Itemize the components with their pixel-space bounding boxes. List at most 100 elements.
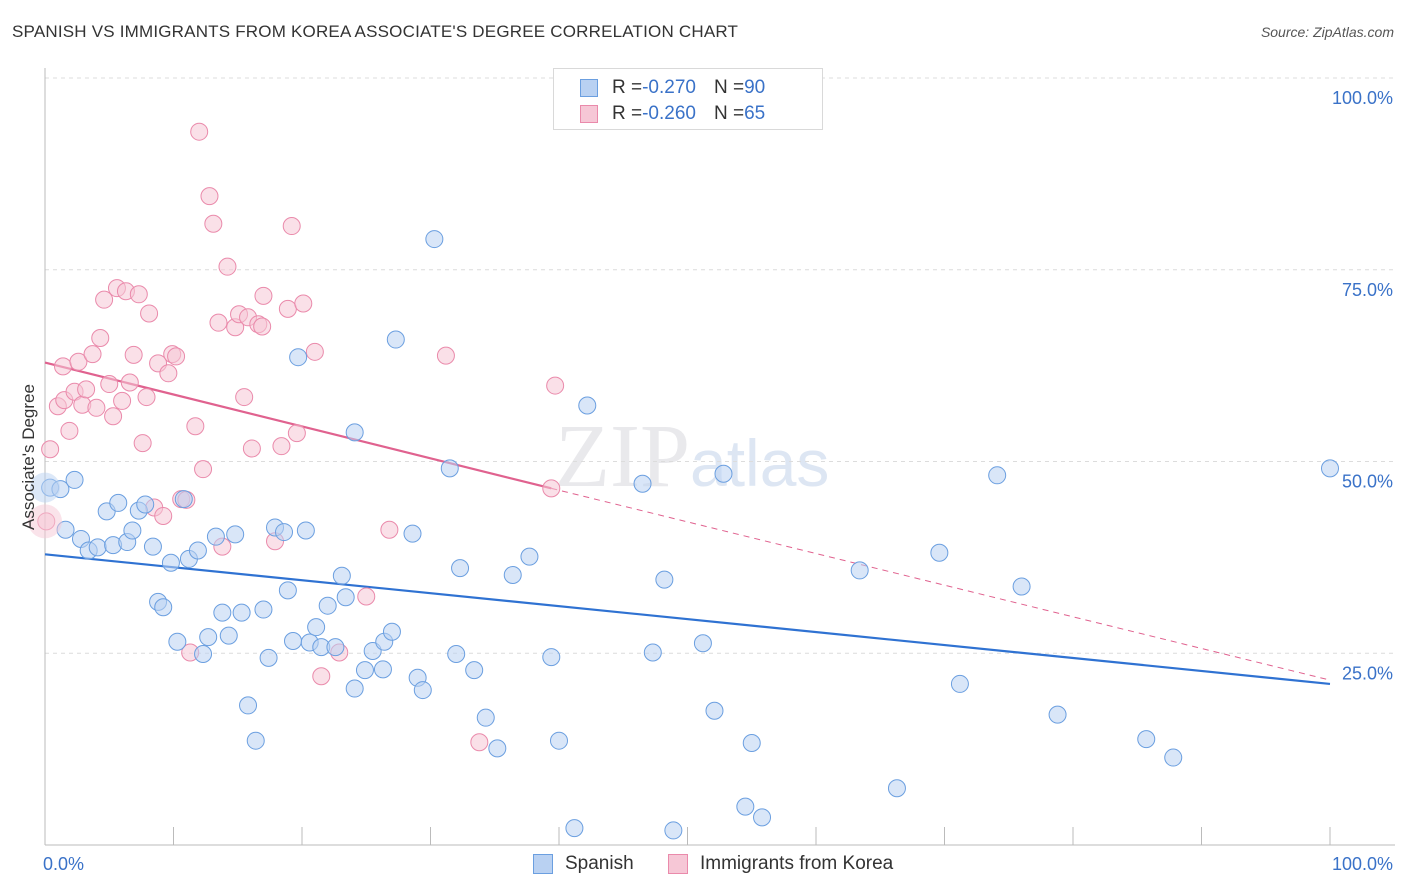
spanish-point: [318, 596, 337, 615]
korea-point: [312, 667, 331, 686]
spanish-point: [307, 618, 326, 637]
axis-layer: [44, 68, 1395, 846]
spanish-point: [1012, 577, 1031, 596]
korea-point: [77, 380, 96, 399]
spanish-point: [1048, 705, 1067, 724]
korea-point: [357, 587, 376, 606]
korea-point: [287, 424, 306, 443]
spanish-point: [643, 643, 662, 662]
spanish-point: [174, 490, 193, 509]
korea-point: [436, 346, 455, 365]
spanish-point: [403, 524, 422, 543]
y-axis-title: Associate's Degree: [19, 384, 38, 530]
n-label: N =: [713, 77, 745, 98]
spanish-point: [664, 821, 683, 840]
spanish-point: [275, 523, 294, 542]
x-tick-label-max: 100.0%: [1332, 854, 1393, 874]
spanish-point: [693, 634, 712, 653]
spanish-point: [345, 679, 364, 698]
korea-point: [124, 345, 143, 364]
spanish-trend-line: [44, 553, 1331, 686]
spanish-point: [284, 631, 303, 650]
korea-point: [41, 440, 60, 459]
spanish-point: [154, 598, 173, 617]
spanish-point: [65, 470, 84, 489]
korea-point: [278, 299, 297, 318]
spanish-point: [332, 566, 351, 585]
spanish-point: [239, 696, 258, 715]
spanish-point: [194, 645, 213, 664]
grid-layer: [45, 77, 1395, 654]
korea-point: [129, 285, 148, 304]
korea-point: [272, 437, 291, 456]
chart-title: SPANISH VS IMMIGRANTS FROM KOREA ASSOCIA…: [12, 22, 739, 41]
y-tick-label: 50.0%: [1342, 472, 1393, 492]
legend-row-spanish: R = -0.270 N = 90: [580, 76, 765, 100]
correlation-legend: R = -0.270 N = 90 R = -0.260 N = 65: [553, 68, 823, 130]
spanish-point: [373, 660, 392, 679]
n-label: N =: [713, 103, 745, 124]
points-layer: [28, 122, 1339, 840]
korea-point: [254, 286, 273, 305]
spanish-point: [440, 459, 459, 478]
spanish-point: [1164, 748, 1183, 767]
spanish-point: [246, 731, 265, 750]
spanish-point: [565, 819, 584, 838]
korea-point: [87, 398, 106, 417]
korea-point: [194, 460, 213, 479]
spanish-point: [488, 739, 507, 758]
spanish-point: [355, 661, 374, 680]
source-label: Source: ZipAtlas.com: [1260, 24, 1394, 40]
korea-point: [235, 388, 254, 407]
spanish-point: [259, 648, 278, 667]
korea-point: [133, 434, 152, 453]
korea-legend-label: Immigrants from Korea: [700, 853, 894, 874]
korea-point: [546, 376, 565, 395]
korea-point: [104, 407, 123, 426]
korea-point: [242, 439, 261, 458]
spanish-legend-swatch: [533, 854, 553, 874]
korea-point: [294, 294, 313, 313]
spanish-point: [188, 541, 207, 560]
spanish-point: [465, 661, 484, 680]
spanish-point: [326, 638, 345, 657]
y-tick-label: 100.0%: [1332, 88, 1393, 108]
spanish-point: [447, 645, 466, 664]
korea-point: [542, 479, 561, 498]
spanish-point: [520, 547, 539, 566]
r-value: -0.260: [642, 103, 696, 124]
spanish-point: [382, 622, 401, 641]
spanish-point: [425, 230, 444, 249]
spanish-point: [550, 731, 568, 750]
n-value: 90: [744, 77, 766, 98]
spanish-point: [850, 561, 869, 580]
spanish-point: [345, 423, 364, 442]
spanish-point: [714, 464, 733, 483]
korea-point: [140, 304, 159, 323]
r-value: -0.270: [642, 77, 696, 98]
spanish-point: [136, 495, 155, 514]
label-layer: 25.0% 50.0% 75.0% 100.0% 0.0% 100.0% Associate…: [19, 88, 1393, 874]
korea-swatch: [580, 105, 598, 123]
korea-point: [69, 352, 88, 371]
korea-point: [60, 421, 79, 440]
r-label: R =: [612, 77, 643, 98]
korea-point: [95, 290, 114, 309]
korea-point: [380, 520, 399, 539]
spanish-point: [386, 330, 405, 349]
spanish-point: [199, 628, 218, 647]
spanish-point: [143, 537, 162, 556]
korea-point: [167, 347, 186, 366]
spanish-point: [950, 674, 969, 693]
korea-point: [91, 329, 110, 348]
korea-point: [190, 122, 209, 141]
spanish-point: [213, 603, 232, 622]
korea-point: [83, 345, 102, 364]
spanish-swatch: [580, 79, 598, 97]
korea-point: [204, 214, 223, 233]
spanish-point: [219, 626, 238, 645]
korea-point: [137, 388, 156, 407]
spanish-point: [1137, 730, 1156, 749]
spanish-point: [161, 553, 180, 572]
spanish-point: [988, 466, 1007, 485]
